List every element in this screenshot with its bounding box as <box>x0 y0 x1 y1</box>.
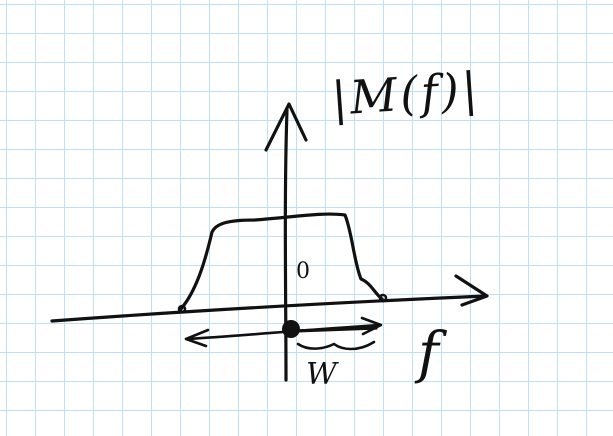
full-band-arrow-right-head <box>360 316 383 336</box>
spectrum-curve <box>178 212 384 312</box>
bandwidth-label: W <box>306 357 337 392</box>
bandwidth-arrow <box>292 326 378 333</box>
frequency-axis-label: f <box>418 321 439 386</box>
magnitude-axis <box>283 108 289 382</box>
origin-label: 0 <box>296 259 310 284</box>
band-edge-right-dot <box>378 293 388 303</box>
band-edge-left-dot <box>177 304 187 314</box>
frequency-axis <box>50 294 488 323</box>
magnitude-axis-label: |M(f)| <box>329 61 483 126</box>
origin-point <box>282 320 300 338</box>
full-band-arrow-left-head <box>184 328 210 348</box>
frequency-axis-arrowhead <box>454 274 489 307</box>
bandwidth-brace <box>296 340 376 351</box>
full-band-arrow <box>185 323 382 341</box>
magnitude-axis-arrowhead <box>264 102 308 152</box>
